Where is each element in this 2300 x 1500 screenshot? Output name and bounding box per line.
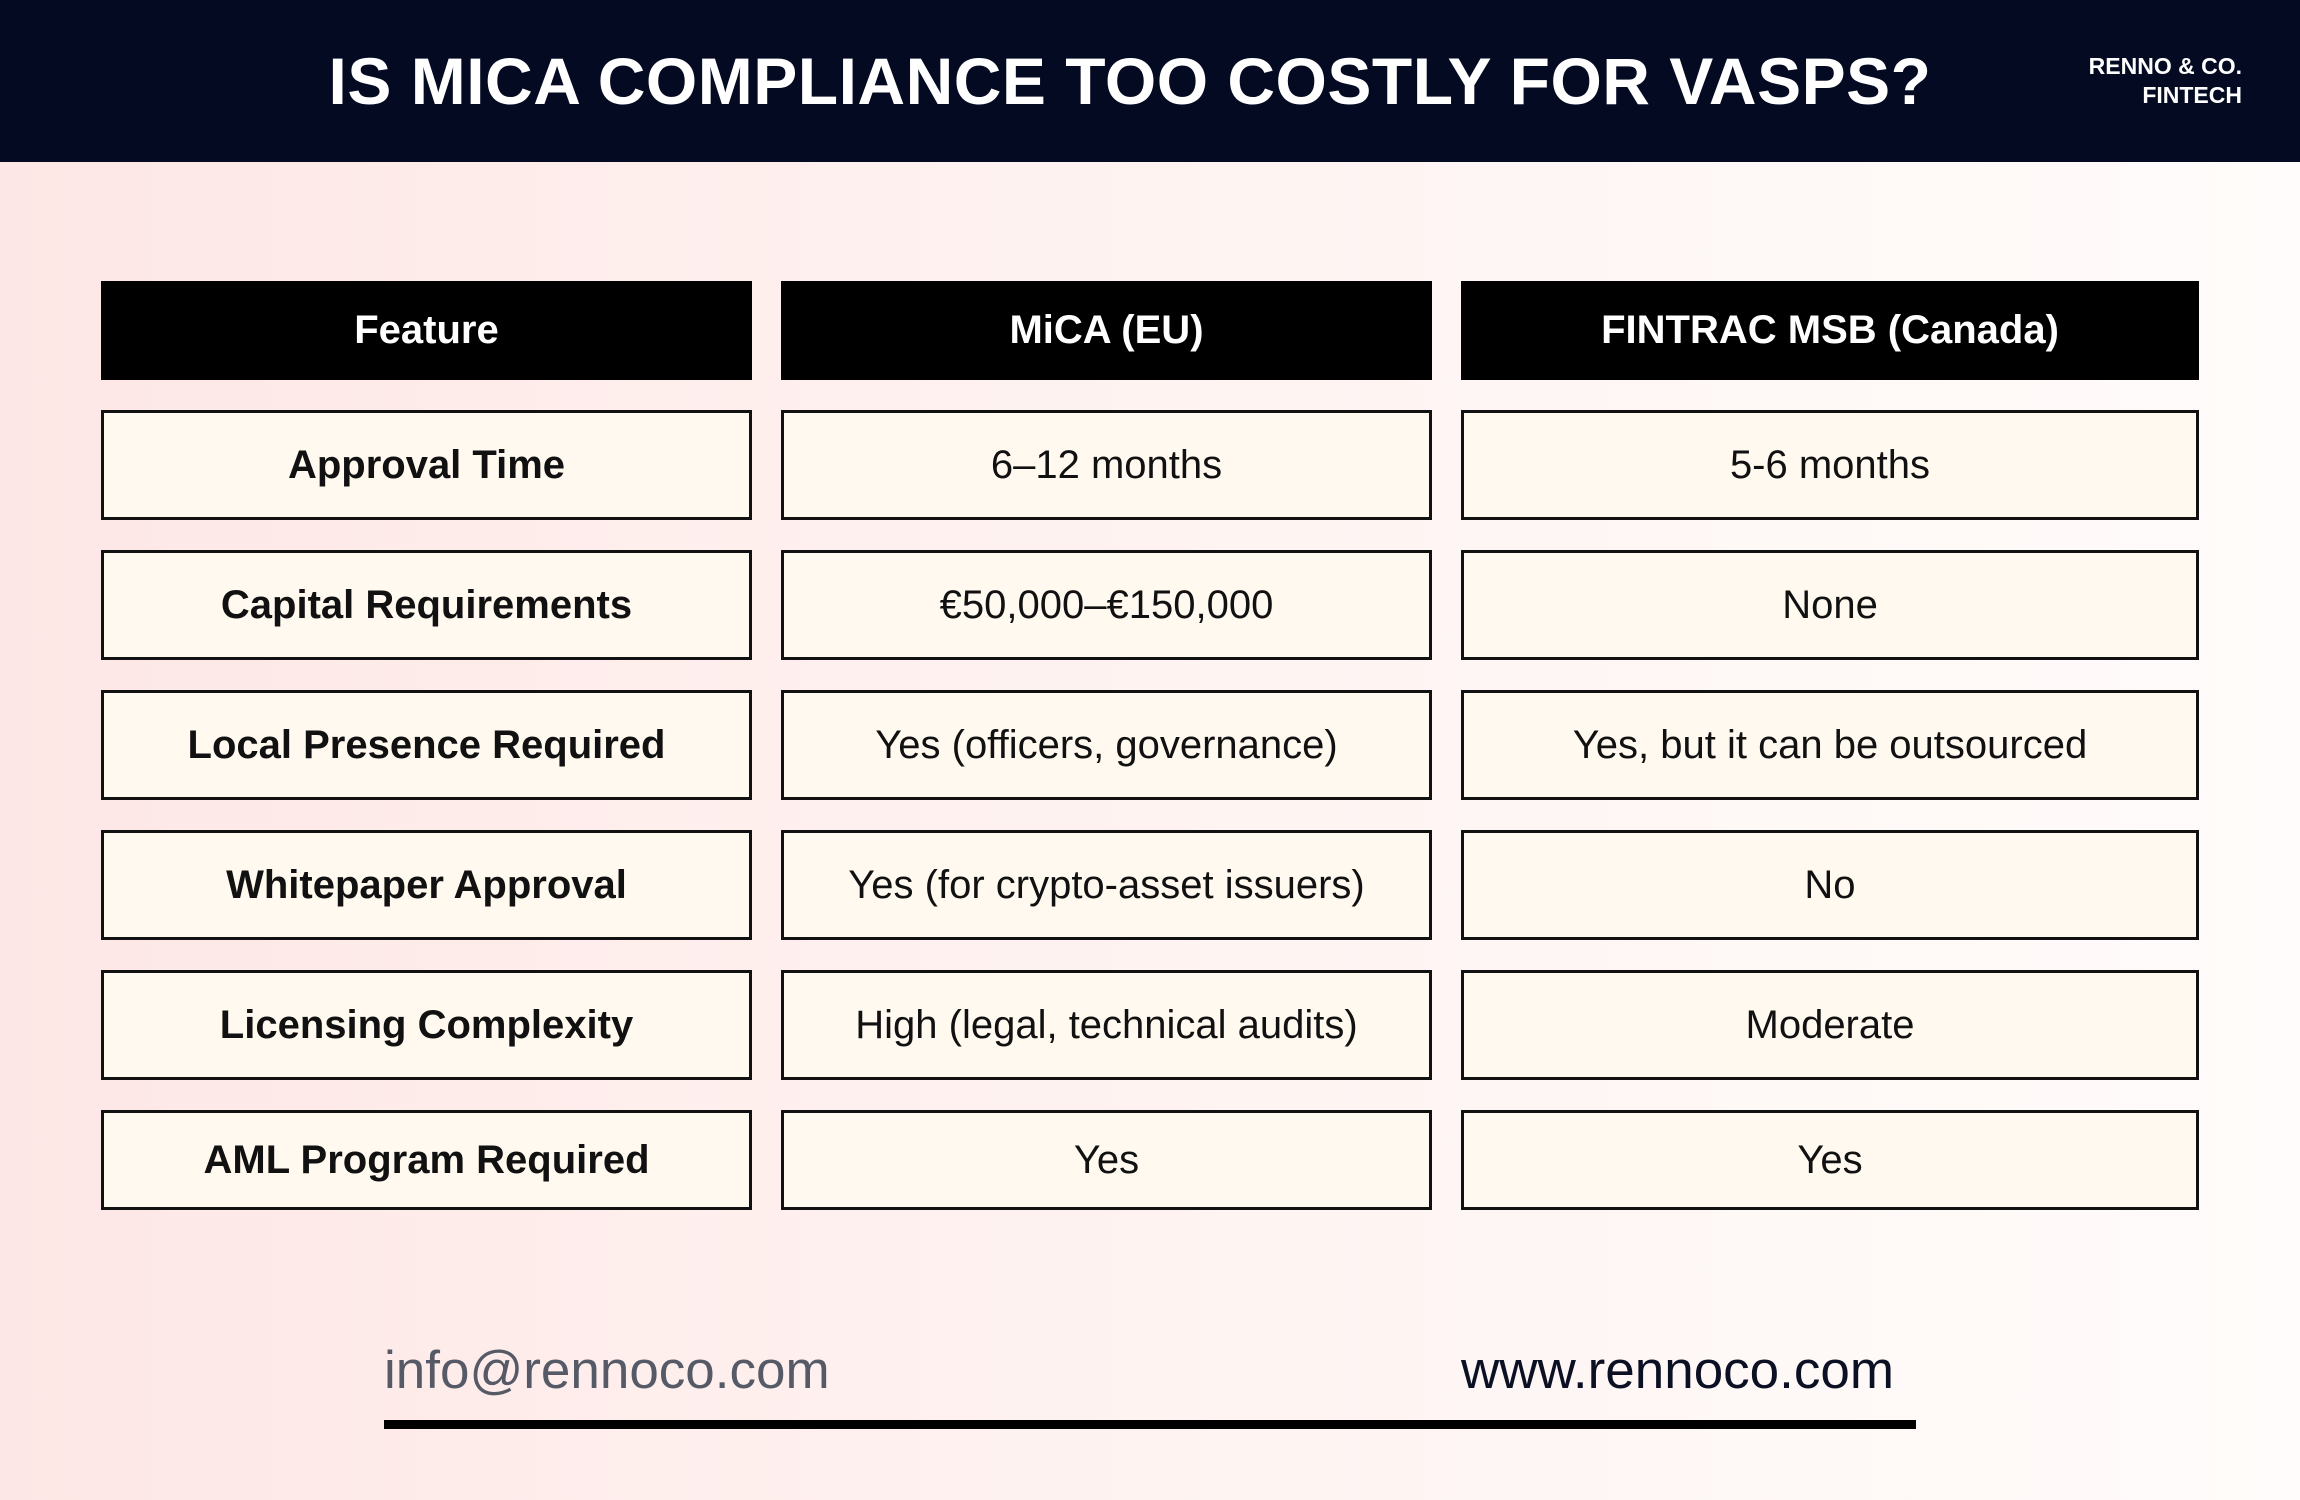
row-mica-cell: High (legal, technical audits) <box>781 970 1432 1080</box>
row-mica-cell: €50,000–€150,000 <box>781 550 1432 660</box>
brand-logo: RENNO & CO. FINTECH <box>2089 52 2242 110</box>
row-feature-cell: Local Presence Required <box>101 690 752 800</box>
row-fintrac-cell: Yes, but it can be outsourced <box>1461 690 2199 800</box>
header-bar: IS MICA COMPLIANCE TOO COSTLY FOR VASPS?… <box>0 0 2300 162</box>
column-header-fintrac: FINTRAC MSB (Canada) <box>1461 281 2199 380</box>
row-fintrac-cell: 5-6 months <box>1461 410 2199 520</box>
row-mica-cell: Yes (for crypto-asset issuers) <box>781 830 1432 940</box>
row-mica-cell: Yes (officers, governance) <box>781 690 1432 800</box>
row-mica-cell: 6–12 months <box>781 410 1432 520</box>
row-fintrac-cell: Yes <box>1461 1110 2199 1210</box>
row-fintrac-cell: No <box>1461 830 2199 940</box>
brand-line-1: RENNO & CO. <box>2088 53 2242 79</box>
row-feature-cell: Whitepaper Approval <box>101 830 752 940</box>
row-feature-cell: Licensing Complexity <box>101 970 752 1080</box>
contact-email[interactable]: info@rennoco.com <box>384 1341 830 1400</box>
column-header-feature: Feature <box>101 281 752 380</box>
row-fintrac-cell: None <box>1461 550 2199 660</box>
row-feature-cell: Capital Requirements <box>101 550 752 660</box>
row-mica-cell: Yes <box>781 1110 1432 1210</box>
page-title: IS MICA COMPLIANCE TOO COSTLY FOR VASPS? <box>328 44 1932 118</box>
column-header-mica: MiCA (EU) <box>781 281 1432 380</box>
row-feature-cell: Approval Time <box>101 410 752 520</box>
footer-divider <box>384 1420 1916 1429</box>
row-fintrac-cell: Moderate <box>1461 970 2199 1080</box>
row-feature-cell: AML Program Required <box>101 1110 752 1210</box>
brand-line-2: FINTECH <box>2142 82 2242 108</box>
website-link[interactable]: www.rennoco.com <box>1460 1341 1894 1400</box>
